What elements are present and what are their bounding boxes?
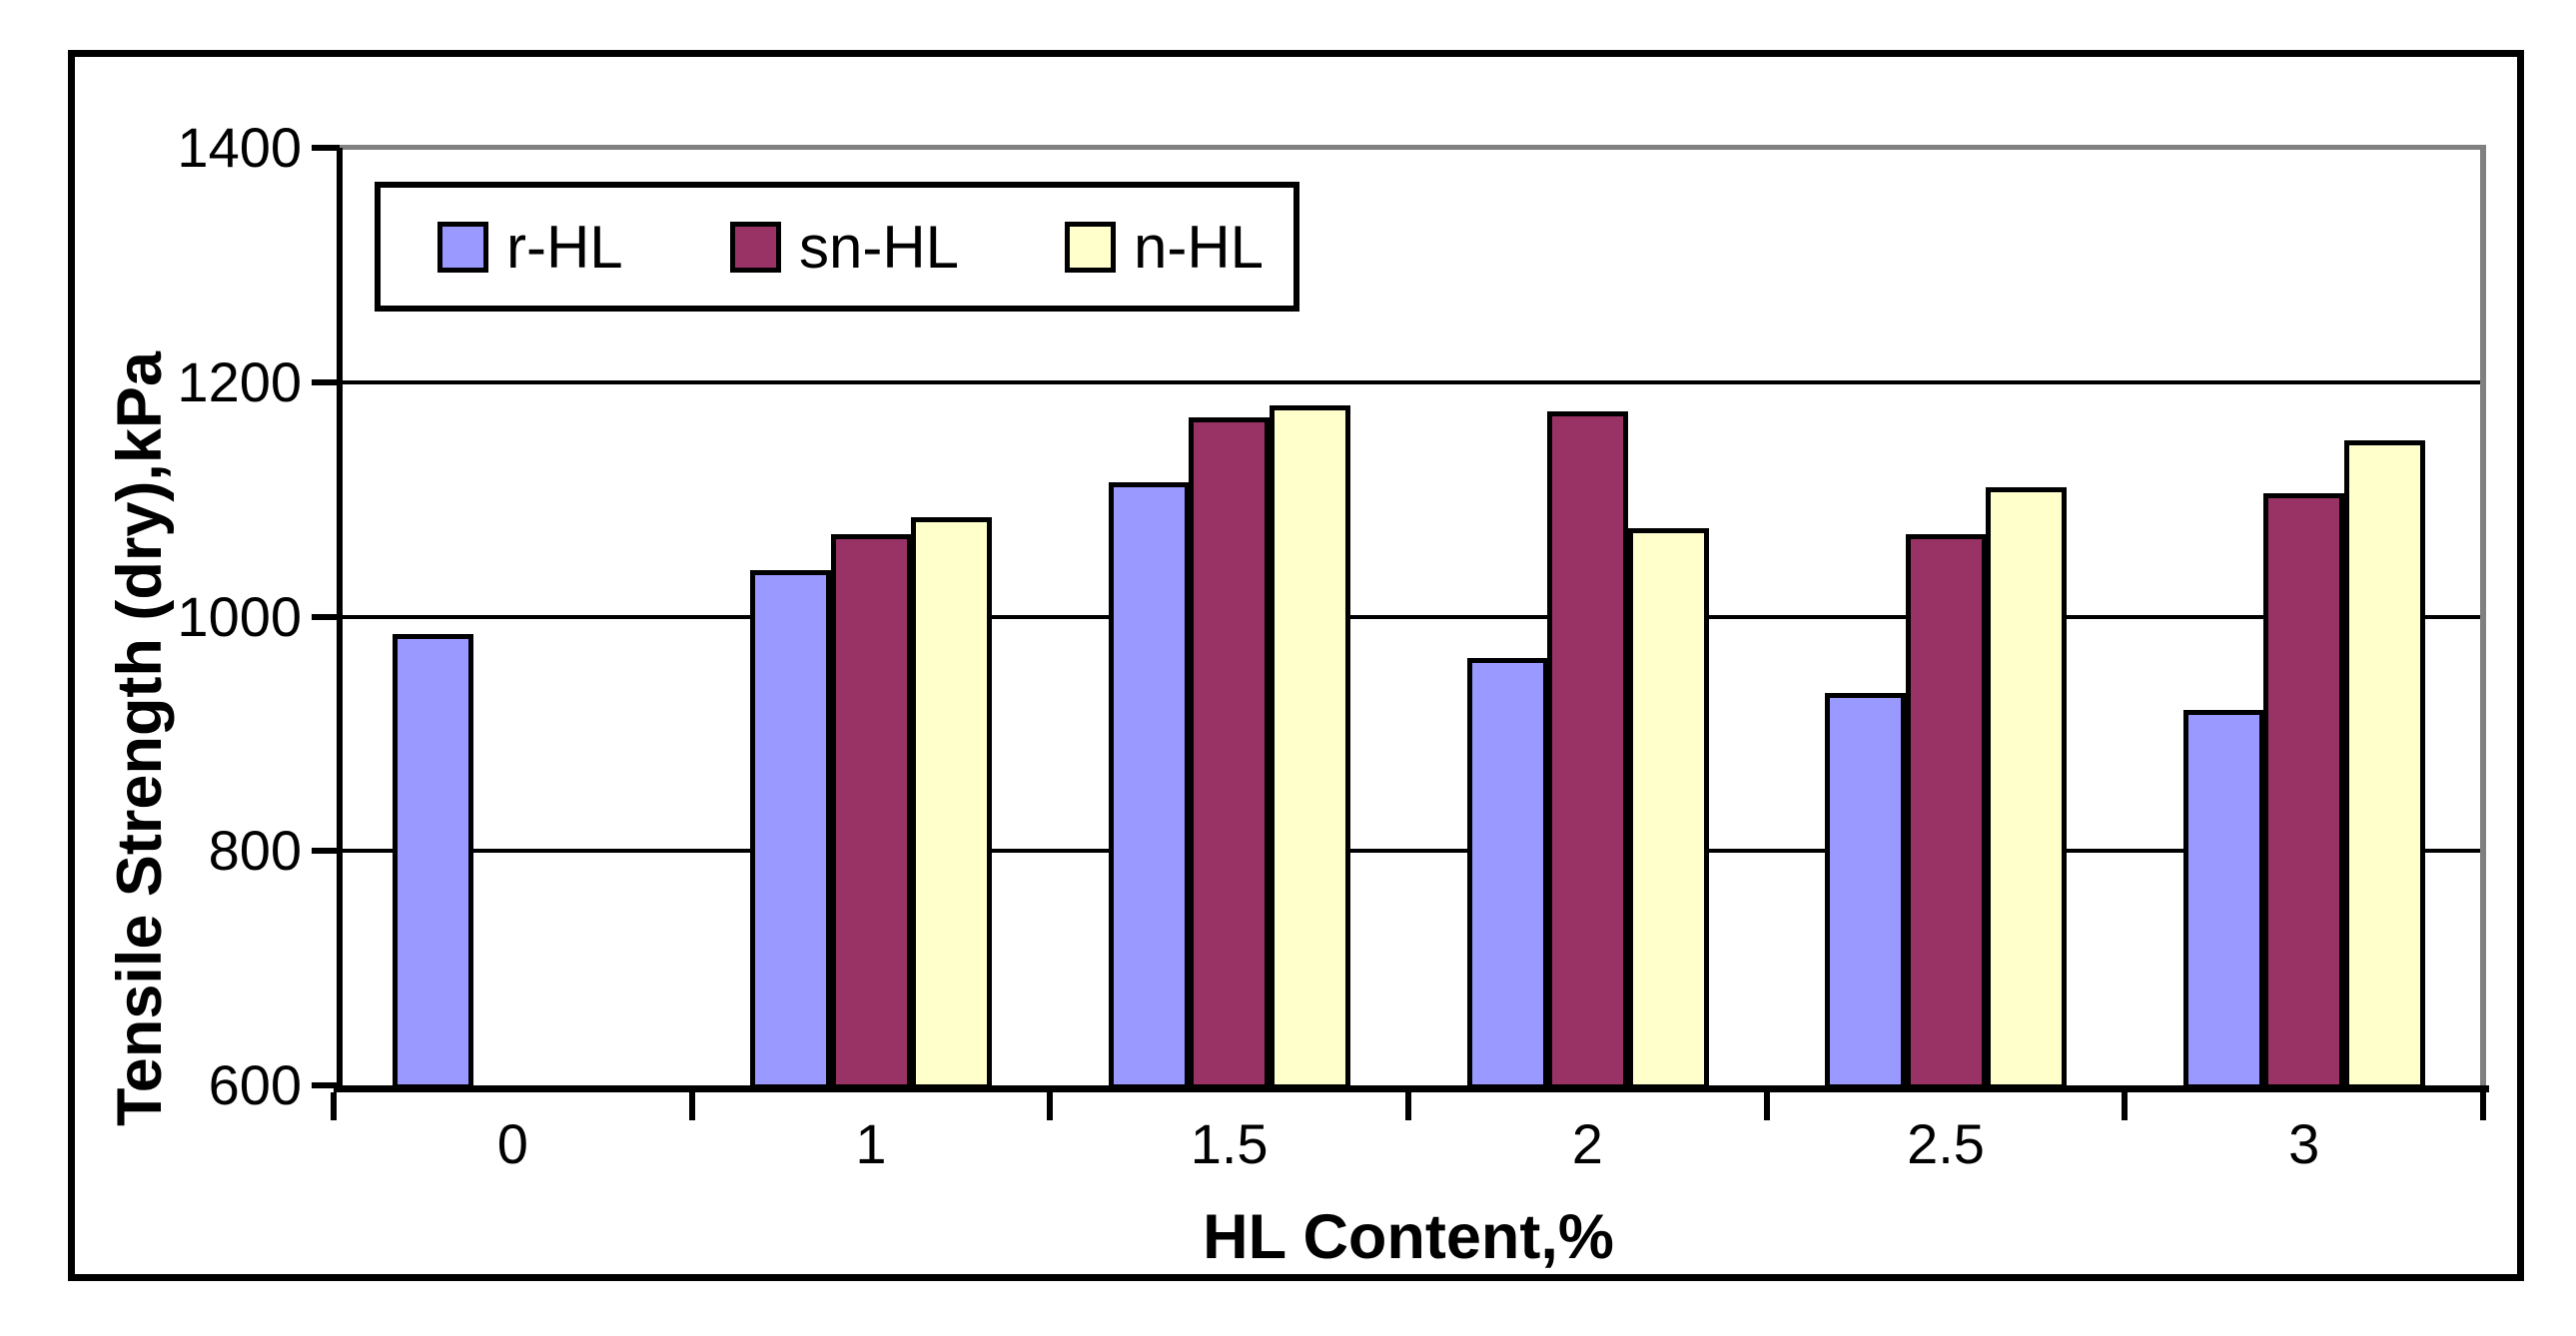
bar-n-HL-3 [2344, 440, 2425, 1089]
legend-swatch-sn-HL-icon [730, 221, 781, 273]
gridline-1200 [340, 379, 2480, 384]
x-tick-label-2: 2 [1571, 1112, 1603, 1175]
plot-top-shadow-line [340, 145, 2486, 150]
bar-r-HL-0 [393, 634, 473, 1089]
bar-r-HL-3 [2183, 710, 2264, 1089]
x-tick-2 [1047, 1092, 1054, 1120]
bar-r-HL-1.5 [1109, 482, 1190, 1089]
y-tick-label-800: 800 [208, 819, 302, 883]
y-tick-label-1000: 1000 [177, 584, 302, 648]
legend-label-n-HL: n-HL [1134, 213, 1265, 281]
x-tick-1 [688, 1092, 695, 1120]
bar-r-HL-2.5 [1825, 693, 1906, 1089]
x-tick-5 [2122, 1092, 2129, 1120]
y-tick-label-1200: 1200 [177, 349, 302, 413]
gridline-1000 [340, 614, 2480, 619]
bar-sn-HL-2 [1547, 411, 1628, 1089]
y-tick-1000 [312, 613, 340, 620]
y-tick-label-1400: 1400 [177, 116, 302, 179]
y-tick-600 [312, 1082, 340, 1088]
x-tick-label-1.5: 1.5 [1190, 1112, 1269, 1175]
y-axis-line [337, 148, 343, 1092]
legend: r-HL sn-HL n-HL [375, 182, 1299, 312]
legend-swatch-r-HL-icon [437, 221, 488, 273]
legend-entry-n-HL: n-HL [1065, 188, 1264, 306]
bar-sn-HL-1 [831, 534, 912, 1089]
bar-r-HL-2 [1467, 658, 1548, 1089]
bar-sn-HL-1.5 [1189, 417, 1270, 1089]
x-axis-title: HL Content,% [1203, 1202, 1614, 1272]
bar-sn-HL-2.5 [1906, 534, 1987, 1089]
bar-n-HL-2.5 [1986, 487, 2067, 1089]
bar-sn-HL-3 [2263, 493, 2344, 1089]
legend-swatch-n-HL-icon [1065, 221, 1116, 273]
x-tick-3 [1405, 1092, 1411, 1120]
bar-n-HL-1 [911, 517, 992, 1089]
bar-n-HL-2 [1628, 528, 1709, 1089]
x-axis-line [334, 1085, 2489, 1092]
x-tick-0 [331, 1092, 337, 1120]
y-tick-label-600: 600 [208, 1053, 302, 1116]
legend-entry-r-HL: r-HL [437, 188, 623, 306]
plot-right-shadow-line [2480, 145, 2486, 1085]
legend-label-sn-HL: sn-HL [799, 213, 960, 281]
x-tick-6 [2480, 1092, 2486, 1120]
gridline-800 [340, 849, 2480, 854]
x-tick-label-2.5: 2.5 [1907, 1112, 1985, 1175]
x-tick-label-3: 3 [2288, 1112, 2320, 1175]
x-tick-label-0: 0 [496, 1112, 528, 1175]
x-tick-4 [1763, 1092, 1770, 1120]
bar-r-HL-1 [750, 570, 831, 1089]
x-tick-label-1: 1 [855, 1112, 887, 1175]
legend-entry-sn-HL: sn-HL [730, 188, 959, 306]
y-tick-800 [312, 848, 340, 855]
y-tick-1400 [312, 145, 340, 151]
bar-n-HL-1.5 [1270, 405, 1350, 1089]
y-tick-1200 [312, 378, 340, 385]
legend-label-r-HL: r-HL [506, 213, 623, 281]
y-axis-title: Tensile Strength (dry),kPa [105, 351, 175, 1126]
